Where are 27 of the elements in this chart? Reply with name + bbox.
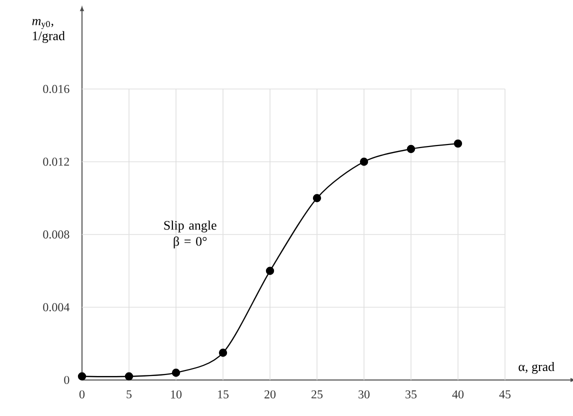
point xyxy=(360,158,368,166)
point xyxy=(78,372,86,380)
point xyxy=(124,372,134,380)
y-axis-title: m$_{y0}$, 1/grad xyxy=(32,18,65,43)
y-tick-label: 0.004 xyxy=(43,303,70,312)
x-tick-label: 20 xyxy=(264,390,276,398)
point xyxy=(406,144,416,154)
y-tick-label: 0.016 xyxy=(43,84,70,94)
y-tick-label: 0.008 xyxy=(43,230,70,239)
x-tick-label: 30 xyxy=(358,390,370,398)
y-tick-label: 0.012 xyxy=(43,158,69,166)
x-tick-label: 5 xyxy=(126,390,132,398)
x-tick-label: 35 xyxy=(406,390,417,398)
x-tick-label: 40 xyxy=(452,390,464,398)
x-tick-label: 15 xyxy=(218,390,229,398)
x-tick-label: 10 xyxy=(171,390,182,398)
point xyxy=(218,348,228,357)
point xyxy=(454,139,462,148)
point xyxy=(172,368,180,377)
x-tick-label: 25 xyxy=(312,390,323,398)
point xyxy=(312,194,322,202)
annotation: Slip angle β = 0° xyxy=(164,220,216,248)
x-tick-label: 45 xyxy=(499,390,511,398)
x-axis-title: α, grad xyxy=(518,362,554,374)
x-tick-label: 0 xyxy=(79,390,85,398)
y-tick-label: 0 xyxy=(64,376,70,384)
point xyxy=(266,266,274,275)
